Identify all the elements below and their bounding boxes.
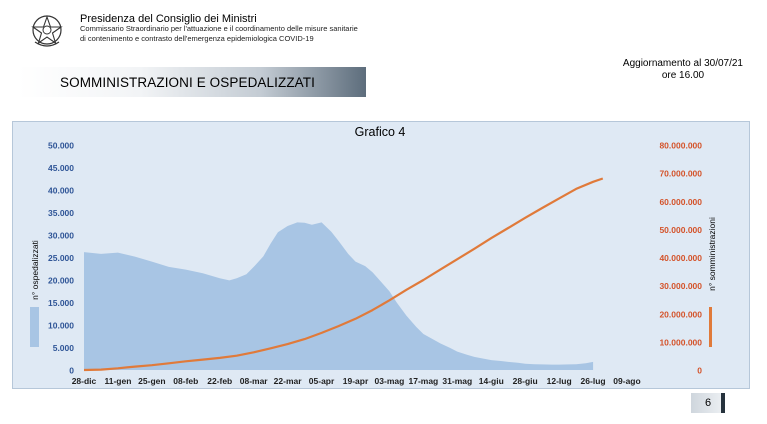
header-subtitle-line2: di contenimento e contrasto dell'emergen… [80,34,314,43]
y-left-tick-label: 40.000 [48,186,74,196]
section-title: SOMMINISTRAZIONI E OSPEDALIZZATI [60,75,315,90]
page-number: 6 [691,393,725,413]
header-subtitle-line1: Commissario Straordinario per l'attuazio… [80,24,358,33]
y-right-axis-label: n° somministrazioni [707,217,717,291]
y-left-tick-label: 0 [69,366,74,376]
y-right-tick-label: 60.000.000 [659,197,702,207]
x-tick-label: 28-giu [513,376,538,386]
header: Presidenza del Consiglio dei Ministri Co… [80,14,358,44]
chart-title: Grafico 4 [355,125,406,139]
page-number-accent [721,393,725,413]
section-banner: SOMMINISTRAZIONI E OSPEDALIZZATI [18,67,366,97]
x-tick-label: 17-mag [408,376,438,386]
y-right-tick-label: 0 [697,366,702,376]
x-tick-label: 08-feb [173,376,198,386]
y-left-tick-label: 25.000 [48,253,74,263]
y-left-tick-label: 45.000 [48,163,74,173]
y-left-axis-label: n° ospedalizzati [30,240,40,300]
y-left-tick-label: 35.000 [48,208,74,218]
x-tick-label: 14-giu [479,376,504,386]
series-line-somministrazioni [83,177,604,372]
update-info: Aggiornamento al 30/07/21 ore 16.00 [623,58,743,82]
x-tick-label: 09-ago [613,376,640,386]
republic-emblem-icon [31,15,63,47]
x-tick-label: 12-lug [547,376,572,386]
y-left-tick-label: 15.000 [48,298,74,308]
y-left-tick-label: 30.000 [48,231,74,241]
x-tick-label: 22-feb [207,376,232,386]
page-number-text: 6 [704,397,712,409]
update-date: Aggiornamento al 30/07/21 [622,58,743,69]
series-area-ospedalizzati [84,222,594,370]
x-tick-label: 28-dic [72,376,97,386]
y-left-tick-label: 5.000 [53,343,75,353]
x-tick-label: 11-gen [104,376,131,386]
y-left-tick-label: 50.000 [48,141,74,151]
x-tick-label: 03-mag [375,376,405,386]
y-left-tick-label: 20.000 [48,276,74,286]
x-tick-label: 26-lug [581,376,606,386]
y-right-tick-label: 50.000.000 [659,225,702,235]
legend-swatch-line [709,307,712,347]
y-right-tick-label: 70.000.000 [659,169,702,179]
x-tick-label: 05-apr [309,376,335,386]
chart-svg: Grafico 4 0 5.000 10.000 15.000 20.000 25.000… [30,125,717,386]
chart-container: Grafico 4 0 5.000 10.000 15.000 20.000 25.000… [12,121,750,389]
update-time: ore 16.00 [661,70,705,81]
x-tick-label: 08-mar [240,376,269,386]
legend-swatch-area [30,307,39,347]
header-title: Presidenza del Consiglio dei Ministri [80,13,257,25]
y-right-tick-label: 30.000.000 [659,281,702,291]
x-tick-label: 31-mag [442,376,472,386]
y-right-tick-label: 10.000.000 [659,337,702,347]
x-tick-label: 19-apr [343,376,369,386]
x-tick-label: 25-gen [138,376,165,386]
x-tick-label: 22-mar [274,376,303,386]
y-right-tick-label: 20.000.000 [659,309,702,319]
y-right-tick-label: 80.000.000 [659,141,702,151]
y-left-tick-label: 10.000 [48,321,74,331]
y-right-tick-label: 40.000.000 [659,253,702,263]
